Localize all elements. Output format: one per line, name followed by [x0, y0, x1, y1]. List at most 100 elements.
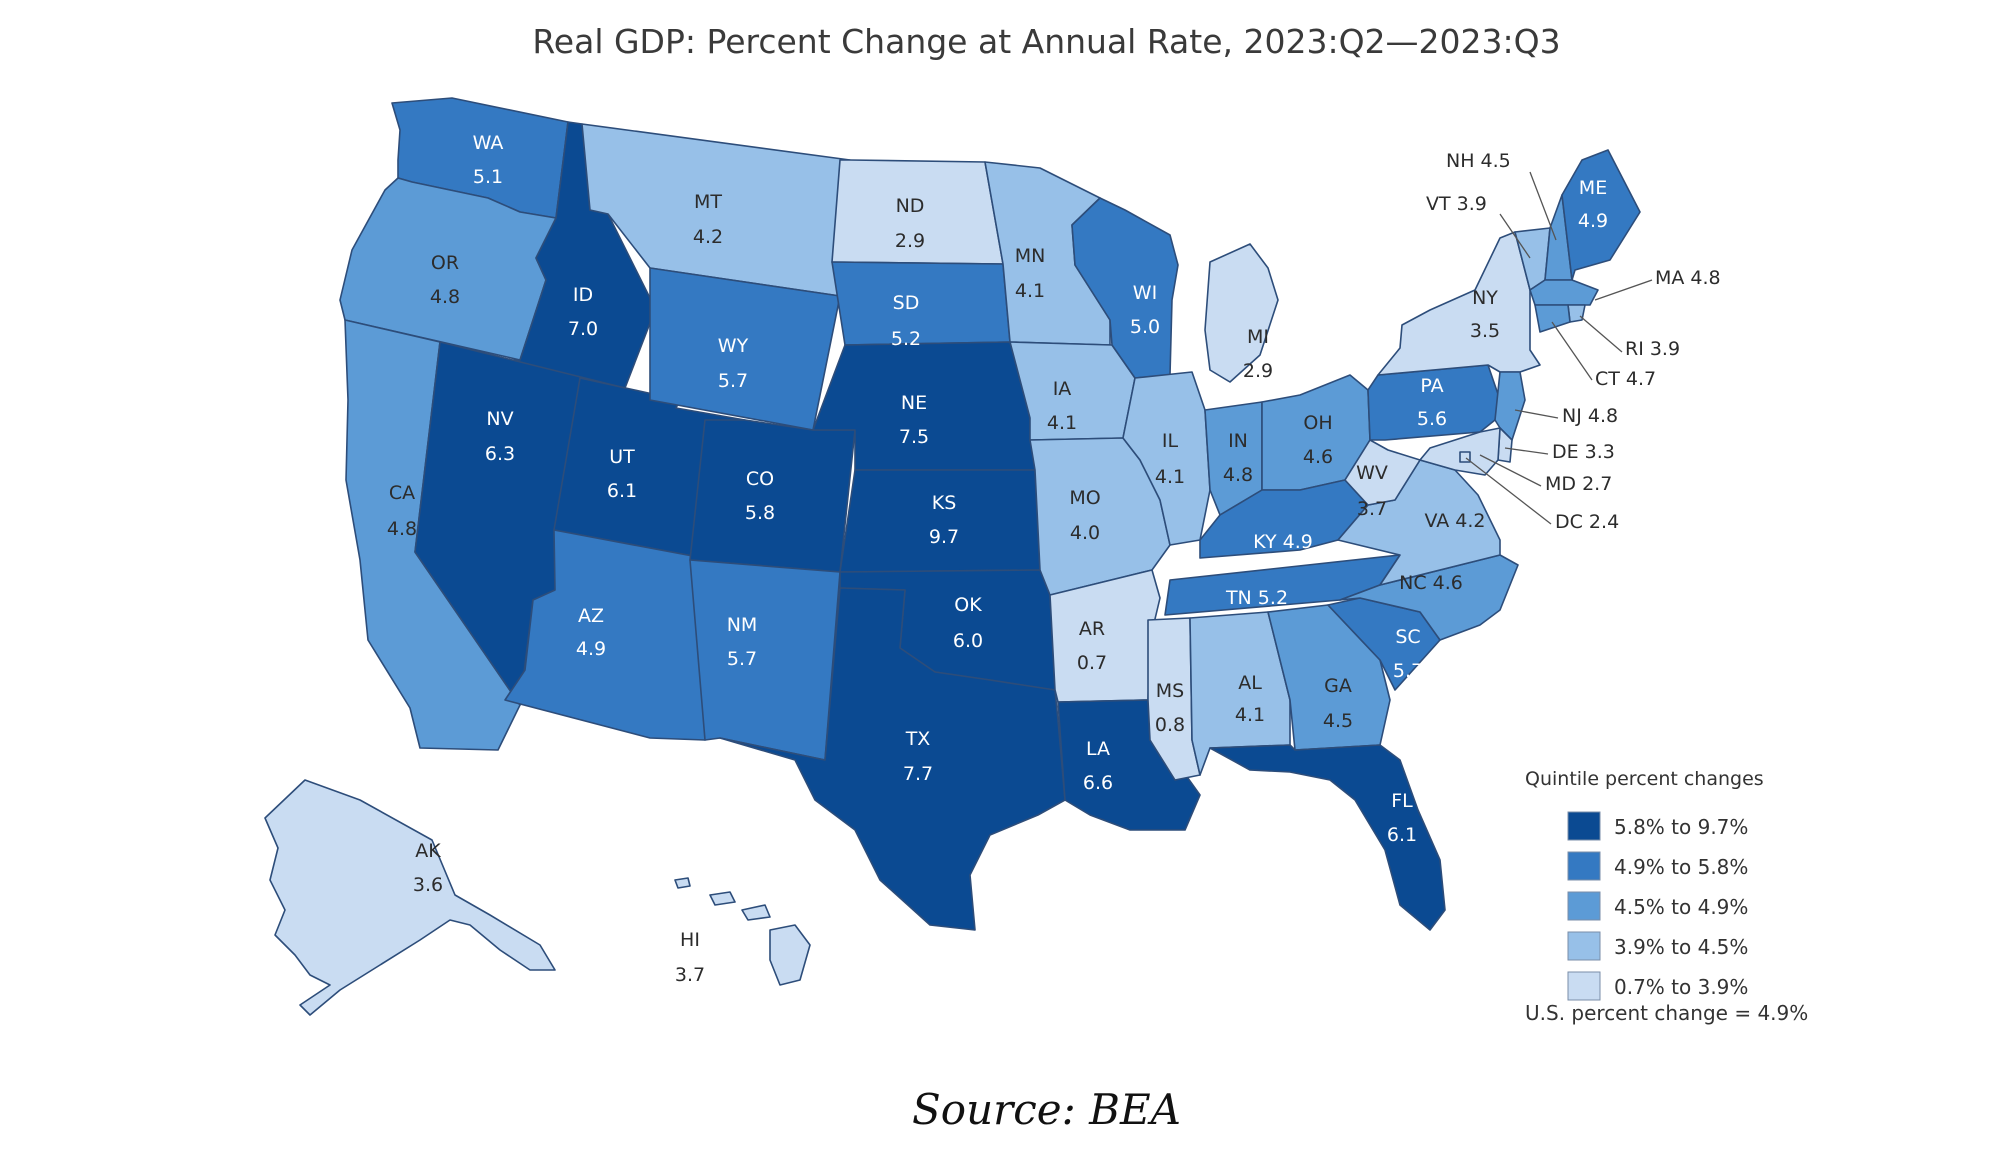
- callout-leader-nj: [1514, 409, 1559, 419]
- state-value-la: 6.6: [1083, 772, 1113, 794]
- state-abbr-wa: WA: [473, 132, 504, 154]
- state-nm: [689, 559, 841, 761]
- state-il: [1122, 371, 1211, 546]
- state-value-ks: 9.7: [929, 526, 959, 548]
- state-value-ok: 6.0: [953, 630, 983, 652]
- state-value-or: 4.8: [430, 286, 460, 308]
- state-value-ny: 3.5: [1470, 320, 1500, 342]
- state-label-va: VA 4.2: [1424, 510, 1485, 532]
- legend-swatch-1: [1567, 811, 1601, 841]
- state-value-il: 4.1: [1155, 466, 1185, 488]
- state-value-wv: 3.7: [1357, 498, 1387, 520]
- state-value-wi: 5.0: [1130, 316, 1160, 338]
- state-ma: [1529, 279, 1599, 306]
- legend-label-2: 4.9% to 5.8%: [1614, 855, 1748, 879]
- state-abbr-wy: WY: [718, 335, 749, 357]
- state-abbr-co: CO: [746, 468, 774, 490]
- state-me: [1561, 149, 1641, 281]
- state-abbr-wi: WI: [1133, 282, 1157, 304]
- state-label-ma: MA 4.8: [1655, 267, 1721, 289]
- state-value-az: 4.9: [576, 638, 606, 660]
- callout-leader-ct: [1551, 321, 1593, 381]
- legend-label-1: 5.8% to 9.7%: [1614, 815, 1748, 839]
- state-abbr-ok: OK: [954, 594, 982, 616]
- callout-leader-ri: [1579, 315, 1623, 353]
- state-ri: [1567, 304, 1586, 323]
- callout-leader-ma: [1594, 279, 1653, 301]
- state-label-nc: NC 4.6: [1399, 572, 1463, 594]
- state-ak: [264, 779, 556, 1016]
- state-abbr-hi: HI: [680, 929, 700, 951]
- state-labels: WA 5.1 OR 4.8 CA 4.8 ID 7.0 NV 6.3 UT 6.1 AZ 4.9 MT 4.2…: [387, 132, 1721, 986]
- state-fl: [1209, 744, 1446, 931]
- state-abbr-me: ME: [1579, 177, 1607, 199]
- state-label-nh: NH 4.5: [1446, 150, 1511, 172]
- state-value-ak: 3.6: [413, 874, 443, 896]
- state-abbr-az: AZ: [578, 605, 604, 627]
- state-value-ca: 4.8: [387, 518, 417, 540]
- state-abbr-fl: FL: [1391, 790, 1413, 812]
- state-ks: [839, 469, 1041, 573]
- state-abbr-oh: OH: [1303, 412, 1332, 434]
- state-abbr-mt: MT: [694, 191, 722, 213]
- state-value-ga: 4.5: [1323, 710, 1353, 732]
- state-abbr-tx: TX: [905, 728, 931, 750]
- state-abbr-or: OR: [431, 252, 459, 274]
- callout-leader-de: [1504, 447, 1549, 455]
- state-abbr-nv: NV: [486, 408, 513, 430]
- state-value-oh: 4.6: [1303, 446, 1333, 468]
- state-abbr-ak: AK: [415, 840, 441, 862]
- state-value-ar: 0.7: [1077, 652, 1107, 674]
- legend-swatch-3: [1567, 891, 1601, 921]
- source-caption: Source: BEA: [912, 1085, 1181, 1134]
- state-value-ne: 7.5: [899, 426, 929, 448]
- state-value-nv: 6.3: [485, 443, 515, 465]
- legend-swatch-4: [1567, 931, 1601, 961]
- state-abbr-sd: SD: [893, 292, 920, 314]
- state-mi: [1204, 243, 1279, 383]
- state-abbr-wv: WV: [1356, 462, 1388, 484]
- state-abbr-ia: IA: [1053, 378, 1072, 400]
- state-value-nd: 2.9: [895, 230, 925, 252]
- state-abbr-ut: UT: [609, 446, 635, 468]
- legend-title: Quintile percent changes: [1525, 768, 1764, 790]
- state-label-tn: TN 5.2: [1225, 587, 1288, 609]
- state-value-hi: 3.7: [675, 964, 705, 986]
- legend-swatch-2: [1567, 851, 1601, 881]
- state-value-in: 4.8: [1223, 464, 1253, 486]
- state-value-co: 5.8: [745, 502, 775, 524]
- callout-leader-nh: [1529, 171, 1557, 241]
- legend-swatch-5: [1567, 971, 1601, 1001]
- state-label-de: DE 3.3: [1552, 441, 1615, 463]
- state-value-mi: 2.9: [1243, 360, 1273, 382]
- state-abbr-ms: MS: [1156, 680, 1184, 702]
- state-abbr-al: AL: [1238, 672, 1262, 694]
- state-abbr-ga: GA: [1324, 675, 1352, 697]
- state-shapes: [264, 97, 1641, 1016]
- callout-leader-vt: [1499, 213, 1531, 259]
- state-value-ia: 4.1: [1047, 412, 1077, 434]
- state-ny: [1377, 231, 1541, 376]
- state-abbr-in: IN: [1228, 430, 1248, 452]
- state-abbr-ks: KS: [932, 492, 957, 514]
- state-label-md: MD 2.7: [1545, 473, 1612, 495]
- state-value-al: 4.1: [1235, 704, 1265, 726]
- state-label-vt: VT 3.9: [1426, 193, 1487, 215]
- state-value-id: 7.0: [568, 318, 598, 340]
- state-value-mt: 4.2: [693, 226, 723, 248]
- state-value-me: 4.9: [1578, 210, 1608, 232]
- callout-leader-dc: [1465, 457, 1552, 525]
- state-abbr-ne: NE: [901, 392, 927, 414]
- state-hi: [674, 877, 811, 986]
- state-value-sc: 5.7: [1393, 660, 1423, 682]
- legend-label-5: 0.7% to 3.9%: [1614, 975, 1748, 999]
- state-label-ri: RI 3.9: [1625, 338, 1680, 360]
- map-title: Real GDP: Percent Change at Annual Rate,…: [532, 22, 1561, 61]
- state-abbr-pa: PA: [1420, 375, 1443, 397]
- state-value-ut: 6.1: [607, 480, 637, 502]
- state-value-fl: 6.1: [1387, 824, 1417, 846]
- state-value-sd: 5.2: [891, 328, 921, 350]
- legend-label-3: 4.5% to 4.9%: [1614, 895, 1748, 919]
- state-value-mo: 4.0: [1070, 522, 1100, 544]
